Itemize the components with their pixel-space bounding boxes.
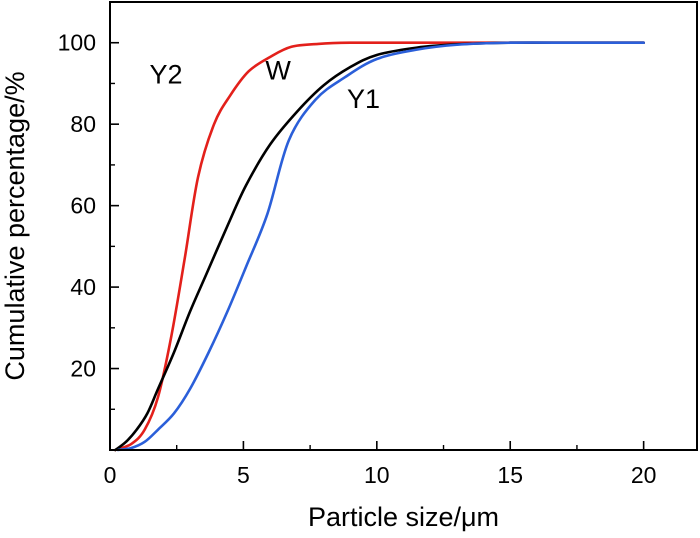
axis-ticks: 0 5 10 15 20 20 40 60 80 100	[58, 30, 657, 488]
y-tick-label: 80	[70, 111, 96, 137]
y-tick-label: 60	[70, 193, 96, 219]
y-tick-label: 40	[70, 274, 96, 300]
series-label-y2: Y2	[150, 59, 183, 89]
series-line-y2	[114, 41, 645, 452]
x-tick-label: 15	[497, 462, 523, 488]
series-line-y1	[116, 41, 645, 452]
plot-border	[109, 1, 698, 451]
y-tick-label: 20	[70, 356, 96, 382]
plot-frame	[109, 1, 698, 451]
series-layer	[114, 41, 645, 452]
y-axis-label: Cumulative percentage/%	[0, 71, 30, 380]
series-label-w: W	[265, 55, 291, 85]
x-tick-label: 0	[104, 462, 117, 488]
series-label-y1: Y1	[347, 84, 380, 114]
x-axis-label: Particle size/μm	[308, 502, 499, 532]
x-tick-label: 10	[364, 462, 390, 488]
series-labels: Y2 W Y1	[150, 55, 380, 114]
x-tick-label: 5	[237, 462, 250, 488]
x-tick-label: 20	[631, 462, 657, 488]
axis-labels: Particle size/μm Cumulative percentage/%	[0, 71, 499, 532]
y-tick-label: 100	[58, 30, 96, 56]
